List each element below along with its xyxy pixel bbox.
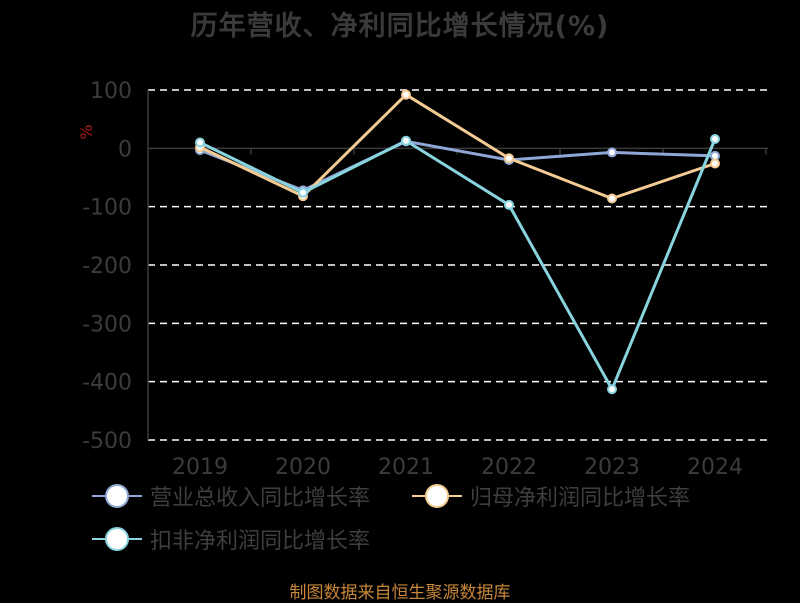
y-tick-label: -500 [82, 429, 132, 454]
data-point [710, 134, 720, 144]
data-point [504, 199, 514, 210]
y-tick-label: 100 [90, 79, 132, 104]
x-tick-label: 2022 [481, 455, 537, 480]
legend-item-deducted-net-profit[interactable]: 扣非净利润同比增长率 [92, 523, 370, 555]
series-lines [195, 89, 720, 395]
legend-marker-net-profit [412, 483, 462, 509]
legend-item-revenue[interactable]: 营业总收入同比增长率 [92, 480, 370, 512]
legend-item-net-profit[interactable]: 归母净利润同比增长率 [412, 480, 690, 512]
data-point [710, 158, 720, 169]
data-point [401, 89, 411, 100]
y-tick-label: -200 [82, 254, 132, 279]
series-line-3 [199, 138, 717, 391]
x-tick-label: 2024 [687, 455, 743, 480]
legend-label-net-profit: 归母净利润同比增长率 [470, 486, 691, 511]
y-tick-label: 0 [118, 137, 132, 162]
y-axis-label: % [77, 124, 96, 139]
y-tick-label: -300 [82, 312, 132, 337]
legend-label-revenue: 营业总收入同比增长率 [150, 486, 371, 511]
data-source-note: 制图数据来自恒生聚源数据库 [289, 583, 511, 603]
x-tick-label: 2020 [275, 455, 331, 480]
x-tick-label: 2019 [172, 455, 228, 480]
series-line-2 [199, 93, 716, 200]
grid-lines [148, 89, 768, 441]
axes: 100 0 -100 -200 -300 -400 -500 2019 2020 2021 2022… [82, 79, 768, 480]
legend-marker-revenue [92, 483, 142, 509]
x-tick-label: 2021 [378, 455, 434, 480]
legend-marker-deducted-net-profit [92, 526, 142, 552]
data-point [298, 187, 308, 198]
chart-title: 历年营收、净利同比增长情况(%) [190, 11, 610, 42]
x-tick-label: 2023 [584, 455, 640, 480]
data-point [607, 384, 617, 395]
data-point [401, 135, 411, 146]
y-tick-label: -100 [82, 196, 132, 221]
data-point [195, 137, 205, 148]
legend-label-deducted-net-profit: 扣非净利润同比增长率 [150, 529, 371, 554]
data-point [607, 147, 617, 158]
data-point [607, 193, 617, 204]
data-point [504, 153, 514, 164]
y-tick-label: -400 [82, 371, 132, 396]
